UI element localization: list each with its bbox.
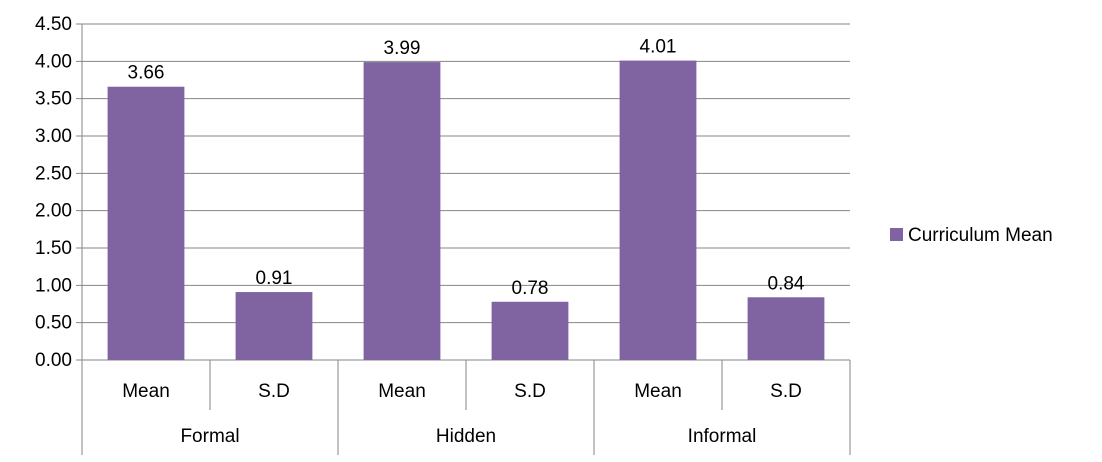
category-label: S.D bbox=[770, 381, 802, 402]
category-label: Mean bbox=[378, 381, 426, 402]
y-tick-label: 2.00 bbox=[35, 201, 72, 222]
y-tick-label: 1.00 bbox=[35, 275, 72, 296]
bar bbox=[619, 60, 697, 360]
category-label: Mean bbox=[122, 381, 170, 402]
y-tick-label: 4.50 bbox=[35, 14, 72, 35]
legend-label: Curriculum Mean bbox=[908, 225, 1053, 246]
y-tick-label: 3.00 bbox=[35, 126, 72, 147]
bar bbox=[747, 297, 825, 360]
y-tick-label: 2.50 bbox=[35, 163, 72, 184]
bar bbox=[363, 62, 441, 361]
labels: 0.00 0.50 1.00 1.50 2.00 2.50 3.00 3.50 4.00 4.50… bbox=[35, 14, 805, 447]
legend: Curriculum Mean bbox=[890, 225, 1053, 246]
data-label: 3.66 bbox=[128, 63, 165, 84]
axes bbox=[81, 24, 851, 455]
bar bbox=[235, 292, 313, 360]
y-tick-label: 1.50 bbox=[35, 238, 72, 259]
group-label: Formal bbox=[180, 426, 239, 447]
y-tick-label: 0.50 bbox=[35, 313, 72, 334]
group-label: Informal bbox=[688, 426, 757, 447]
grid-lines bbox=[76, 23, 850, 361]
bar bbox=[491, 301, 569, 360]
y-tick-label: 3.50 bbox=[35, 89, 72, 110]
group-label: Hidden bbox=[436, 426, 496, 447]
bars bbox=[107, 60, 825, 361]
category-label: S.D bbox=[514, 381, 546, 402]
data-label: 0.84 bbox=[768, 273, 805, 294]
data-label: 0.91 bbox=[256, 268, 293, 289]
bar bbox=[107, 86, 185, 360]
y-tick-label: 0.00 bbox=[35, 350, 72, 371]
category-label: S.D bbox=[258, 381, 290, 402]
y-tick-label: 4.00 bbox=[35, 51, 72, 72]
category-label: Mean bbox=[634, 381, 682, 402]
legend-swatch bbox=[890, 228, 903, 241]
data-label: 4.01 bbox=[640, 37, 677, 58]
data-label: 3.99 bbox=[384, 38, 421, 59]
data-label: 0.78 bbox=[512, 278, 549, 299]
